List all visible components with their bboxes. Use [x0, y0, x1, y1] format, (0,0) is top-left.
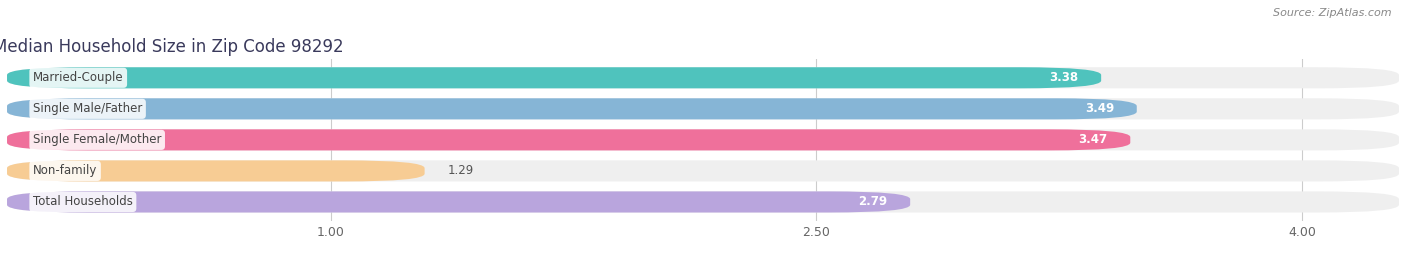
FancyBboxPatch shape: [7, 98, 1137, 119]
Text: Total Households: Total Households: [32, 196, 132, 208]
FancyBboxPatch shape: [7, 129, 1399, 150]
Text: Non-family: Non-family: [32, 164, 97, 178]
Text: Source: ZipAtlas.com: Source: ZipAtlas.com: [1274, 8, 1392, 18]
FancyBboxPatch shape: [7, 160, 425, 182]
FancyBboxPatch shape: [7, 192, 910, 213]
Text: 2.79: 2.79: [859, 196, 887, 208]
Text: Single Male/Father: Single Male/Father: [32, 102, 142, 115]
Text: Single Female/Mother: Single Female/Mother: [32, 133, 162, 146]
Text: Median Household Size in Zip Code 98292: Median Household Size in Zip Code 98292: [0, 38, 343, 56]
FancyBboxPatch shape: [7, 192, 1399, 213]
FancyBboxPatch shape: [7, 129, 1130, 150]
FancyBboxPatch shape: [7, 160, 1399, 182]
Text: 1.29: 1.29: [447, 164, 474, 178]
Text: 3.49: 3.49: [1085, 102, 1114, 115]
FancyBboxPatch shape: [7, 67, 1101, 88]
Text: Married-Couple: Married-Couple: [32, 71, 124, 84]
Text: 3.38: 3.38: [1049, 71, 1078, 84]
Text: 3.47: 3.47: [1078, 133, 1108, 146]
FancyBboxPatch shape: [7, 98, 1399, 119]
FancyBboxPatch shape: [7, 67, 1399, 88]
